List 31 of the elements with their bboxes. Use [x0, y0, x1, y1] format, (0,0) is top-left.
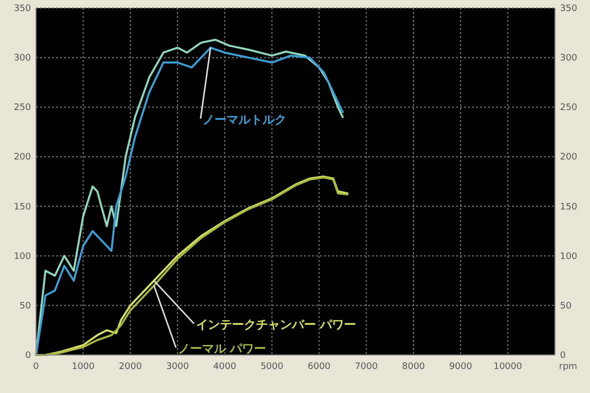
- y-tick-label: 300: [14, 54, 32, 64]
- y2-tick-label: 250: [560, 103, 578, 114]
- y-tick-label: 250: [14, 103, 32, 114]
- y-tick-label: 100: [14, 252, 32, 262]
- y2-tick-label: 100: [560, 252, 578, 262]
- x-tick-label: 0: [33, 362, 40, 372]
- y-tick-label: 50: [20, 301, 32, 312]
- x-tick-label: 9000: [449, 362, 472, 372]
- x-tick-label: 4000: [213, 362, 236, 372]
- x-tick-label: 7000: [354, 362, 378, 372]
- x-tick-label: 6000: [308, 362, 331, 372]
- x-tick-label: 8000: [402, 362, 426, 372]
- y2-tick-label: 0: [560, 351, 566, 361]
- y-tick-label: 0: [25, 351, 32, 361]
- x-axis-title: rpm: [559, 362, 578, 372]
- y-tick-label: 350: [14, 4, 32, 14]
- y2-tick-label: 300: [560, 54, 578, 64]
- y-tick-label: 150: [14, 202, 32, 212]
- x-tick-label: 1000: [72, 362, 95, 372]
- y2-tick-label: 50: [560, 301, 572, 312]
- x-tick-label: 5000: [260, 362, 284, 372]
- y2-tick-label: 150: [560, 202, 578, 212]
- y2-tick-label: 350: [560, 4, 578, 14]
- x-tick-label: 10000: [494, 362, 522, 372]
- x-tick-label: 3000: [166, 362, 190, 372]
- text: インテークチャンバー パワー: [196, 318, 356, 332]
- x-tick-label: 2000: [118, 362, 142, 372]
- y-tick-label: 200: [14, 152, 32, 163]
- text: ノーマル パワー: [178, 342, 266, 356]
- y2-tick-label: 200: [560, 152, 578, 163]
- text: ノーマルトルク: [202, 112, 287, 127]
